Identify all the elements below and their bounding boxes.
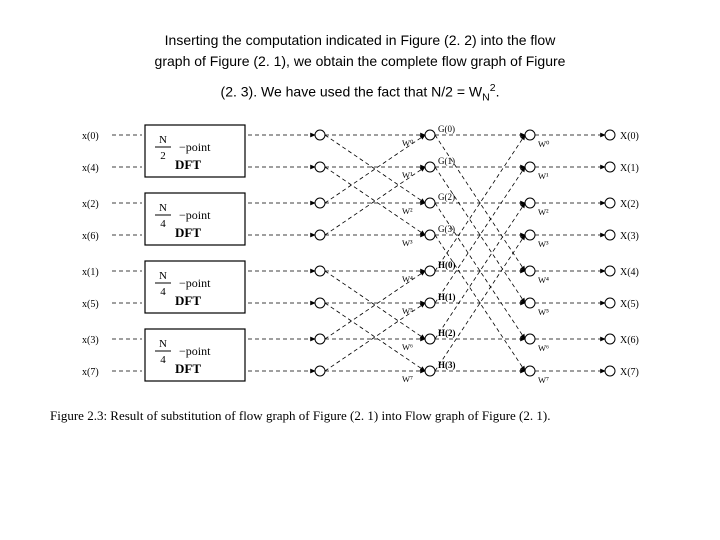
svg-text:x(4): x(4): [82, 163, 99, 174]
figure-caption: Figure 2.3: Result of substitution of fl…: [50, 407, 670, 425]
svg-text:−point: −point: [179, 344, 211, 358]
svg-text:W¹: W¹: [402, 170, 413, 180]
svg-text:H(2): H(2): [438, 328, 456, 338]
svg-text:4: 4: [160, 286, 166, 298]
svg-text:W⁶: W⁶: [402, 342, 413, 352]
svg-text:DFT: DFT: [175, 157, 201, 172]
svg-text:X(5): X(5): [620, 299, 639, 310]
svg-text:4: 4: [160, 354, 166, 366]
svg-text:W⁰: W⁰: [538, 139, 550, 149]
svg-text:H(1): H(1): [438, 292, 456, 302]
svg-text:X(2): X(2): [620, 199, 639, 210]
svg-text:W⁶: W⁶: [538, 343, 549, 353]
flow-graph-diagram: x(0) x(4) x(2) x(6) x(1) x(5) x(3) x(7) N 2 −point…: [50, 115, 670, 395]
svg-text:W⁵: W⁵: [402, 306, 413, 316]
svg-text:x(3): x(3): [82, 335, 99, 346]
svg-text:W³: W³: [402, 238, 413, 248]
svg-text:N: N: [159, 270, 167, 282]
svg-text:X(1): X(1): [620, 163, 639, 174]
svg-text:2: 2: [160, 150, 166, 162]
svg-text:X(6): X(6): [620, 335, 639, 346]
svg-text:W⁷: W⁷: [402, 374, 413, 384]
svg-text:−point: −point: [179, 208, 211, 222]
svg-text:DFT: DFT: [175, 361, 201, 376]
svg-text:W⁵: W⁵: [538, 307, 549, 317]
svg-text:W⁷: W⁷: [538, 375, 549, 385]
svg-text:W³: W³: [538, 239, 549, 249]
svg-text:W⁰: W⁰: [402, 138, 414, 148]
svg-text:DFT: DFT: [175, 293, 201, 308]
intro-line3: (2. 3). We have used the fact that N/2 =…: [50, 82, 670, 103]
svg-text:x(5): x(5): [82, 299, 99, 310]
svg-text:x(0): x(0): [82, 131, 99, 142]
svg-text:X(3): X(3): [620, 231, 639, 242]
intro-paragraph: Inserting the computation indicated in F…: [50, 30, 670, 72]
svg-text:−point: −point: [179, 276, 211, 290]
svg-text:DFT: DFT: [175, 225, 201, 240]
svg-text:X(7): X(7): [620, 367, 639, 378]
svg-text:X(0): X(0): [620, 131, 639, 142]
svg-text:x(6): x(6): [82, 231, 99, 242]
intro-line2: graph of Figure (2. 1), we obtain the co…: [155, 53, 566, 69]
svg-text:N: N: [159, 202, 167, 214]
svg-text:−point: −point: [179, 140, 211, 154]
svg-text:G(0): G(0): [438, 124, 455, 134]
svg-text:N: N: [159, 338, 167, 350]
svg-text:x(1): x(1): [82, 267, 99, 278]
svg-text:x(2): x(2): [82, 199, 99, 210]
svg-text:H(3): H(3): [438, 360, 456, 370]
svg-text:W²: W²: [538, 207, 549, 217]
svg-text:x(7): x(7): [82, 367, 99, 378]
svg-text:X(4): X(4): [620, 267, 639, 278]
intro-line1: Inserting the computation indicated in F…: [165, 32, 556, 48]
svg-text:W²: W²: [402, 206, 413, 216]
svg-text:N: N: [159, 134, 167, 146]
svg-text:W⁴: W⁴: [538, 275, 549, 285]
svg-text:W⁴: W⁴: [402, 274, 413, 284]
svg-text:4: 4: [160, 218, 166, 230]
svg-text:W¹: W¹: [538, 171, 549, 181]
